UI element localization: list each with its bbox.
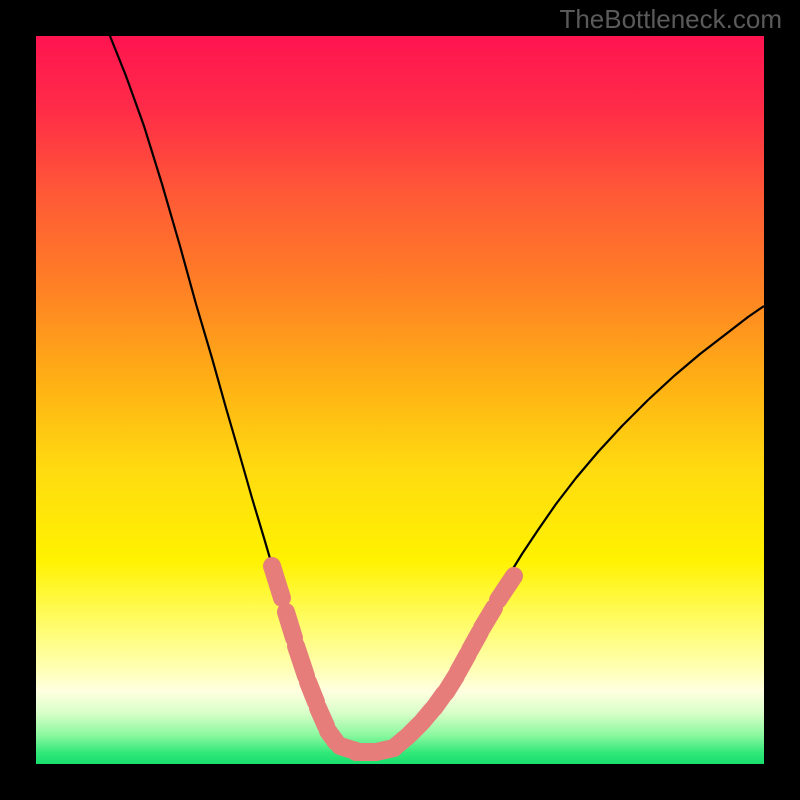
watermark-text: TheBottleneck.com xyxy=(559,4,782,35)
curve-marker xyxy=(482,608,494,628)
plot-background-gradient xyxy=(36,36,764,764)
curve-marker xyxy=(286,612,294,638)
curve-marker xyxy=(296,646,306,676)
curve-marker xyxy=(308,682,316,702)
bottleneck-chart xyxy=(0,0,800,800)
curve-marker xyxy=(272,566,282,598)
